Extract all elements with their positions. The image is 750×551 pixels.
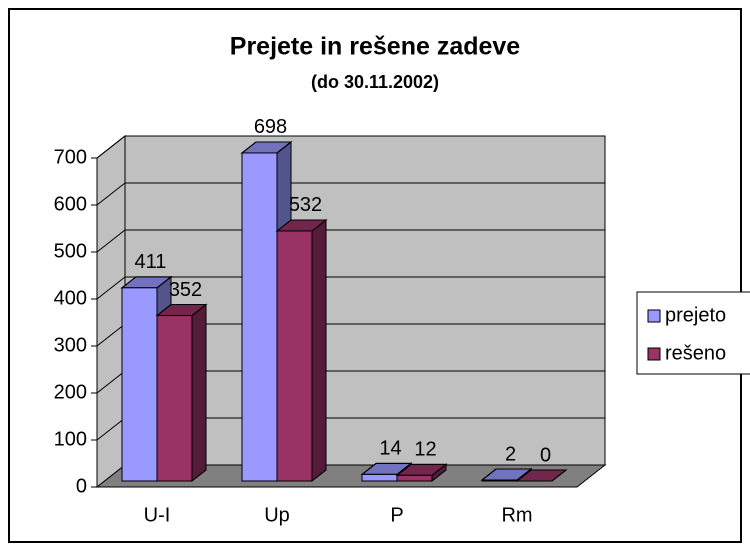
data-label: 352 <box>169 279 202 301</box>
y-tick-label: 400 <box>54 287 87 309</box>
y-tick-label: 500 <box>54 240 87 262</box>
grid-line <box>96 135 605 159</box>
bar-side-shade <box>191 303 207 483</box>
data-label: 14 <box>379 438 401 460</box>
data-label: 12 <box>414 439 436 461</box>
data-label: 698 <box>254 116 287 138</box>
chart-title: Prejete in rešene zadeve <box>230 33 521 61</box>
y-tick-label: 100 <box>54 428 87 450</box>
bar <box>276 230 313 482</box>
legend-label: rešeno <box>665 342 726 364</box>
data-label: 2 <box>505 443 516 465</box>
bar <box>481 479 518 482</box>
chart-subtitle: (do 30.11.2002) <box>311 72 439 92</box>
data-label: 411 <box>135 251 167 273</box>
bar-side-shade <box>311 218 327 483</box>
data-label: 532 <box>289 194 322 216</box>
floor <box>95 464 607 488</box>
x-tick-label: U-I <box>144 504 171 526</box>
x-tick-label: Rm <box>501 504 532 526</box>
x-tick-label: Up <box>264 504 290 526</box>
bar-top-shade <box>515 469 568 482</box>
legend-swatch <box>647 309 661 323</box>
grid-line <box>96 229 605 253</box>
data-label: 0 <box>540 444 551 466</box>
y-tick-label: 600 <box>54 193 87 215</box>
legend-swatch <box>647 347 661 361</box>
bar <box>241 152 278 482</box>
grid-line <box>96 276 605 300</box>
y-tick-label: 200 <box>54 381 87 403</box>
grid-line <box>96 182 605 206</box>
bar <box>156 315 193 482</box>
y-tick-label: 700 <box>54 146 87 168</box>
y-tick-label: 0 <box>76 475 87 497</box>
bar <box>121 287 158 482</box>
x-tick-label: P <box>390 504 403 526</box>
side-wall <box>96 134 126 489</box>
bar <box>361 473 398 482</box>
bar <box>396 474 433 482</box>
legend-label: prejeto <box>665 304 726 326</box>
y-tick-label: 300 <box>54 334 87 356</box>
